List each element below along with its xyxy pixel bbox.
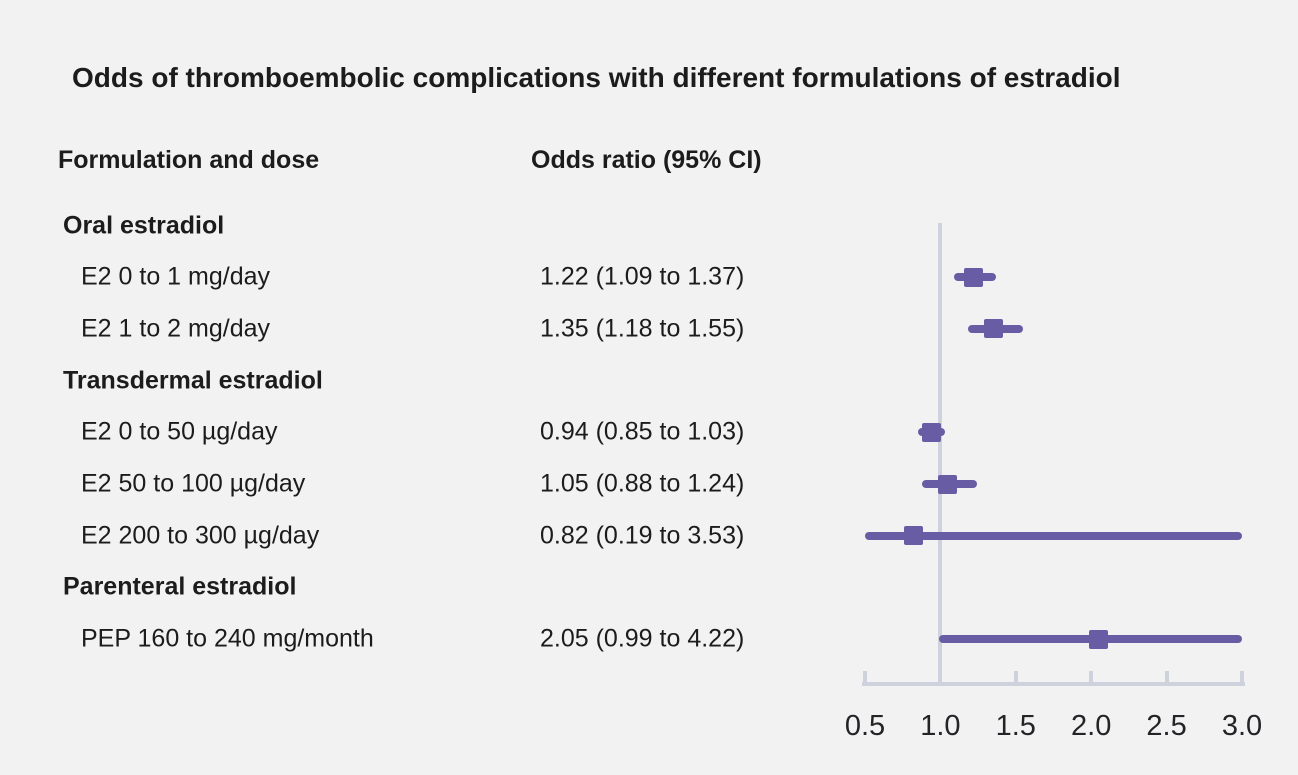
x-axis-tick-label: 0.5 <box>844 710 886 742</box>
point-estimate-marker <box>983 319 1003 339</box>
row-label: E2 200 to 300 µg/day <box>81 521 320 550</box>
x-axis-tick-label: 2.5 <box>1146 710 1187 742</box>
row-label: E2 0 to 50 µg/day <box>81 417 278 446</box>
row-label: E2 50 to 100 µg/day <box>81 469 306 498</box>
row-label: E2 0 to 1 mg/day <box>81 262 271 291</box>
group-label: Transdermal estradiol <box>63 366 323 395</box>
chart-title: Odds of thromboembolic complications wit… <box>72 62 1121 93</box>
x-axis-tick <box>938 671 943 682</box>
or-ci-value: 0.82 (0.19 to 3.53) <box>540 521 745 550</box>
point-estimate-marker <box>938 474 958 494</box>
point-estimate-marker <box>921 422 941 442</box>
or-ci-value: 1.35 (1.18 to 1.55) <box>540 314 745 343</box>
x-axis-tick <box>1013 671 1018 682</box>
x-axis-tick-label: 3.0 <box>1221 710 1263 742</box>
row-label: E2 1 to 2 mg/day <box>81 314 271 343</box>
column-header-odds-ratio: Odds ratio (95% CI) <box>531 146 762 174</box>
or-ci-value: 1.22 (1.09 to 1.37) <box>540 262 745 291</box>
x-axis-tick-label: 1.5 <box>995 710 1036 742</box>
group-label: Parenteral estradiol <box>63 572 297 601</box>
point-estimate-marker <box>964 267 984 287</box>
point-estimate-marker <box>1089 629 1109 649</box>
x-axis-tick-label: 2.0 <box>1071 710 1112 742</box>
x-axis-line <box>862 682 1245 686</box>
row-label: PEP 160 to 240 mg/month <box>81 624 374 653</box>
reference-line <box>938 223 943 686</box>
x-axis-tick <box>1164 671 1169 682</box>
ci-line <box>865 531 1242 540</box>
or-ci-value: 0.94 (0.85 to 1.03) <box>540 417 745 446</box>
x-axis-tick <box>863 671 867 682</box>
x-axis-tick-label: 1.0 <box>920 710 961 742</box>
or-ci-value: 1.05 (0.88 to 1.24) <box>540 469 745 498</box>
x-axis-tick <box>1089 671 1094 682</box>
point-estimate-marker <box>903 526 923 546</box>
or-ci-value: 2.05 (0.99 to 4.22) <box>540 624 745 653</box>
column-header-formulation: Formulation and dose <box>58 146 320 174</box>
group-label: Oral estradiol <box>63 211 225 239</box>
x-axis-tick <box>1240 671 1244 682</box>
